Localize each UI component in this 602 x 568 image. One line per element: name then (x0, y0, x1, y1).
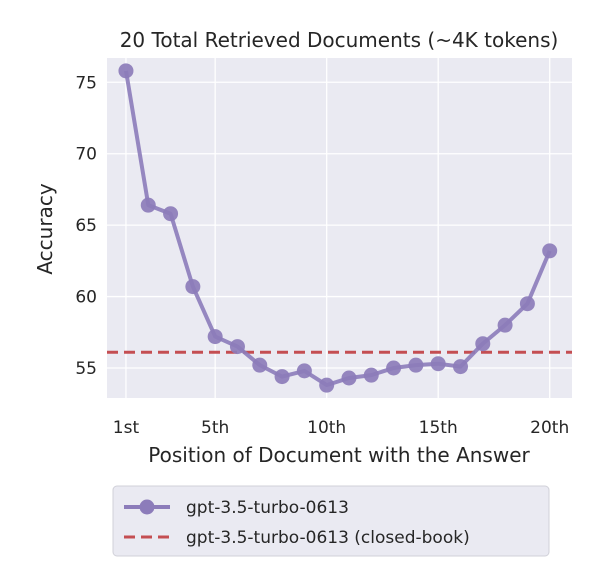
y-tick-label: 60 (75, 288, 97, 308)
x-tick-label: 5th (201, 418, 229, 438)
data-point (341, 370, 357, 386)
data-point (185, 279, 201, 295)
x-tick-label: 15th (419, 418, 458, 438)
legend-box (112, 485, 550, 557)
data-point (319, 377, 335, 393)
x-axis-label: Position of Document with the Answer (148, 443, 530, 467)
x-tick-label: 10th (307, 418, 346, 438)
legend: gpt-3.5-turbo-0613 gpt-3.5-turbo-0613 (cl… (112, 485, 550, 557)
data-point (363, 367, 379, 383)
data-point (497, 317, 513, 333)
data-point (252, 357, 268, 373)
y-tick-label: 55 (75, 359, 97, 379)
y-tick-label: 70 (75, 145, 97, 165)
plot-area (107, 58, 572, 398)
y-tick-label: 75 (75, 73, 97, 93)
y-gridlines (107, 81, 572, 369)
data-point (163, 206, 179, 222)
legend-label: gpt-3.5-turbo-0613 (186, 498, 349, 518)
data-point (274, 369, 290, 385)
data-point (207, 329, 223, 345)
legend-swatch-marker (139, 499, 155, 515)
data-point (542, 243, 558, 259)
data-point (229, 339, 245, 355)
data-point (118, 63, 134, 79)
data-point (296, 363, 312, 379)
data-point (475, 336, 491, 352)
data-point (386, 360, 402, 376)
data-point (430, 356, 446, 372)
data-point (452, 359, 468, 375)
legend-label: gpt-3.5-turbo-0613 (closed-book) (186, 528, 470, 548)
data-point (408, 357, 424, 373)
data-point (140, 197, 156, 213)
series-markers (118, 63, 558, 393)
x-tick-label: 20th (530, 418, 569, 438)
x-tick-labels: 1st 5th 10th 15th 20th (113, 418, 569, 438)
y-tick-labels: 55 60 65 70 75 (75, 73, 97, 379)
chart-title: 20 Total Retrieved Documents (~4K tokens… (120, 28, 559, 52)
x-tick-label: 1st (113, 418, 140, 438)
data-point (519, 296, 535, 312)
y-tick-label: 65 (75, 216, 97, 236)
y-axis-label: Accuracy (33, 183, 57, 274)
